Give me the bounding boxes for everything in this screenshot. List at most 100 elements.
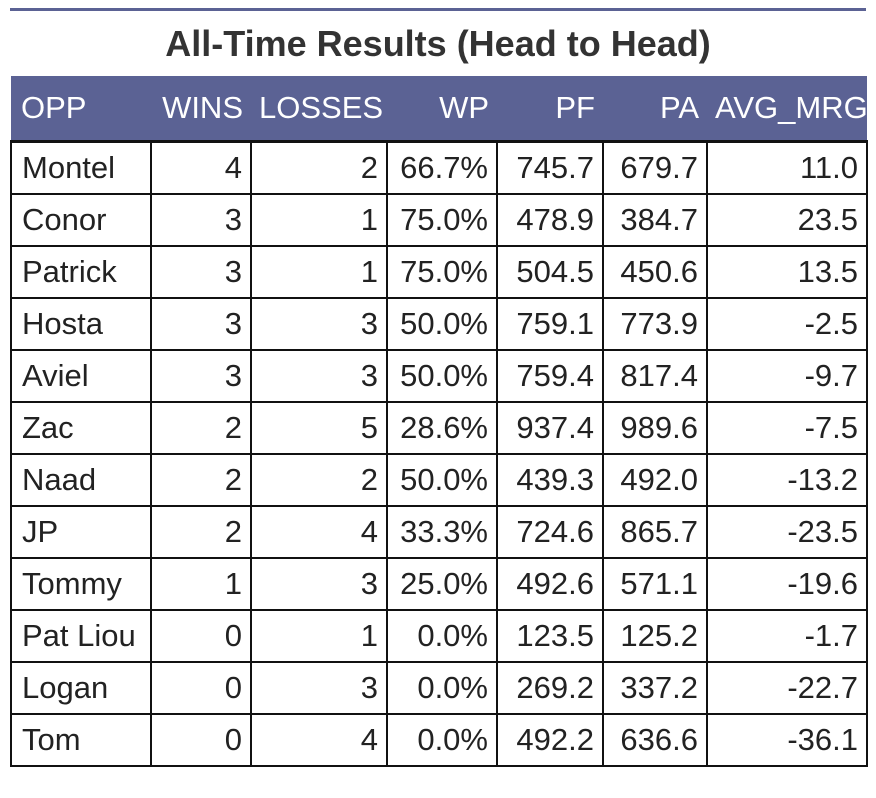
cell-wp: 75.0% <box>386 193 498 247</box>
cell-opp: Conor <box>10 193 152 247</box>
cell-opp: Tom <box>10 713 152 767</box>
cell-pf: 504.5 <box>496 245 604 299</box>
cell-pa: 384.7 <box>602 193 708 247</box>
cell-losses: 3 <box>250 557 388 611</box>
column-header-avg-mrg: AVG_MRG <box>707 76 868 142</box>
cell-wp: 50.0% <box>386 453 498 507</box>
cell-losses: 3 <box>250 297 388 351</box>
cell-losses: 1 <box>250 193 388 247</box>
top-rule <box>10 8 866 11</box>
cell-avg-mrg: 13.5 <box>706 245 868 299</box>
cell-pa: 571.1 <box>602 557 708 611</box>
cell-losses: 1 <box>250 609 388 663</box>
cell-avg-mrg: 23.5 <box>706 193 868 247</box>
table-body: Montel 4 2 66.7% 745.7 679.7 11.0 Conor 3 1 75.0% 4… <box>10 140 868 767</box>
table-row: Aviel 3 3 50.0% 759.4 817.4 -9.7 <box>10 349 868 403</box>
cell-opp: Pat Liou <box>10 609 152 663</box>
table-row: JP 2 4 33.3% 724.6 865.7 -23.5 <box>10 505 868 559</box>
table-title: All-Time Results (Head to Head) <box>165 23 711 64</box>
cell-wp: 0.0% <box>386 609 498 663</box>
cell-wins: 0 <box>150 609 252 663</box>
results-table: OPP WINS LOSSES WP PF PA AVG_MRG Montel 4… <box>10 76 868 767</box>
table-row: Conor 3 1 75.0% 478.9 384.7 23.5 <box>10 193 868 247</box>
cell-pf: 492.6 <box>496 557 604 611</box>
cell-pf: 478.9 <box>496 193 604 247</box>
cell-wp: 0.0% <box>386 661 498 715</box>
cell-wp: 28.6% <box>386 401 498 455</box>
column-header-wins: WINS <box>151 76 251 142</box>
cell-wins: 3 <box>150 349 252 403</box>
cell-losses: 2 <box>250 453 388 507</box>
cell-losses: 1 <box>250 245 388 299</box>
cell-wins: 0 <box>150 661 252 715</box>
cell-pf: 492.2 <box>496 713 604 767</box>
column-header-losses: LOSSES <box>251 76 387 142</box>
cell-wp: 33.3% <box>386 505 498 559</box>
table-row: Zac 2 5 28.6% 937.4 989.6 -7.5 <box>10 401 868 455</box>
cell-avg-mrg: -1.7 <box>706 609 868 663</box>
cell-wins: 0 <box>150 713 252 767</box>
cell-avg-mrg: -23.5 <box>706 505 868 559</box>
cell-pa: 636.6 <box>602 713 708 767</box>
cell-pa: 865.7 <box>602 505 708 559</box>
cell-wp: 0.0% <box>386 713 498 767</box>
cell-losses: 4 <box>250 505 388 559</box>
cell-avg-mrg: -9.7 <box>706 349 868 403</box>
header-row: OPP WINS LOSSES WP PF PA AVG_MRG <box>11 76 868 142</box>
cell-losses: 2 <box>250 140 388 195</box>
cell-wp: 75.0% <box>386 245 498 299</box>
cell-losses: 4 <box>250 713 388 767</box>
cell-wins: 4 <box>150 140 252 195</box>
cell-pf: 759.1 <box>496 297 604 351</box>
cell-opp: Hosta <box>10 297 152 351</box>
cell-losses: 3 <box>250 661 388 715</box>
cell-wp: 66.7% <box>386 140 498 195</box>
table-row: Montel 4 2 66.7% 745.7 679.7 11.0 <box>10 140 868 195</box>
table-row: Logan 0 3 0.0% 269.2 337.2 -22.7 <box>10 661 868 715</box>
cell-wp: 25.0% <box>386 557 498 611</box>
column-header-pa: PA <box>603 76 707 142</box>
cell-pf: 724.6 <box>496 505 604 559</box>
cell-opp: Zac <box>10 401 152 455</box>
cell-pf: 745.7 <box>496 140 604 195</box>
column-header-pf: PF <box>497 76 603 142</box>
cell-pa: 125.2 <box>602 609 708 663</box>
cell-avg-mrg: -22.7 <box>706 661 868 715</box>
cell-opp: Aviel <box>10 349 152 403</box>
cell-avg-mrg: -7.5 <box>706 401 868 455</box>
cell-wins: 3 <box>150 193 252 247</box>
table-row: Naad 2 2 50.0% 439.3 492.0 -13.2 <box>10 453 868 507</box>
cell-avg-mrg: -36.1 <box>706 713 868 767</box>
cell-opp: Tommy <box>10 557 152 611</box>
cell-wins: 2 <box>150 505 252 559</box>
cell-wins: 3 <box>150 245 252 299</box>
cell-pf: 937.4 <box>496 401 604 455</box>
cell-wins: 2 <box>150 401 252 455</box>
cell-pf: 759.4 <box>496 349 604 403</box>
cell-opp: Naad <box>10 453 152 507</box>
cell-avg-mrg: 11.0 <box>706 140 868 195</box>
table-row: Pat Liou 0 1 0.0% 123.5 125.2 -1.7 <box>10 609 868 663</box>
cell-pa: 989.6 <box>602 401 708 455</box>
cell-avg-mrg: -13.2 <box>706 453 868 507</box>
cell-pa: 817.4 <box>602 349 708 403</box>
cell-avg-mrg: -19.6 <box>706 557 868 611</box>
cell-avg-mrg: -2.5 <box>706 297 868 351</box>
cell-opp: JP <box>10 505 152 559</box>
cell-pa: 773.9 <box>602 297 708 351</box>
cell-wp: 50.0% <box>386 349 498 403</box>
cell-wins: 2 <box>150 453 252 507</box>
cell-losses: 5 <box>250 401 388 455</box>
cell-pa: 450.6 <box>602 245 708 299</box>
cell-wins: 3 <box>150 297 252 351</box>
cell-pf: 439.3 <box>496 453 604 507</box>
cell-wins: 1 <box>150 557 252 611</box>
cell-opp: Montel <box>10 140 152 195</box>
cell-pa: 337.2 <box>602 661 708 715</box>
column-header-opp: OPP <box>11 76 151 142</box>
cell-pf: 123.5 <box>496 609 604 663</box>
cell-pa: 492.0 <box>602 453 708 507</box>
cell-wp: 50.0% <box>386 297 498 351</box>
cell-losses: 3 <box>250 349 388 403</box>
table-row: Hosta 3 3 50.0% 759.1 773.9 -2.5 <box>10 297 868 351</box>
